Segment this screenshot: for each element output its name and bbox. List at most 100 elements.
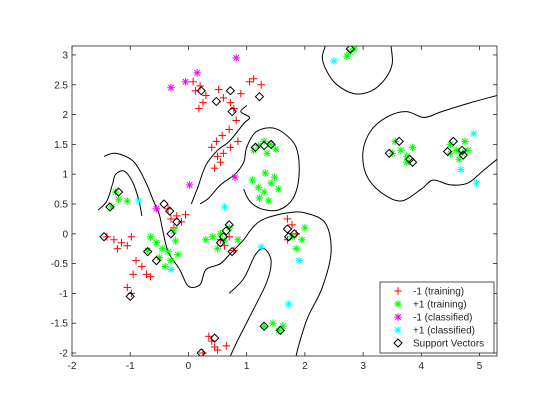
decision-boundary-group	[97, 46, 497, 356]
point-1-training-23	[164, 247, 172, 256]
point-1-training-32	[209, 232, 217, 241]
point-1-training-1	[249, 146, 258, 155]
point-1-training-24	[155, 253, 164, 262]
x-tick-label: 4	[419, 361, 425, 372]
point-1-training-38	[298, 235, 306, 244]
point-1-classified-2	[220, 203, 229, 211]
point-1-training-27	[167, 215, 175, 223]
point-1-training-1	[189, 77, 197, 86]
point-support-vectors-20	[221, 226, 231, 236]
legend-marker-1-classified	[394, 313, 402, 321]
point-support-vectors-31	[394, 136, 404, 147]
point-support-vectors-3	[159, 199, 169, 209]
point-1-training-7	[214, 85, 223, 94]
point-1-training-56	[455, 155, 463, 164]
point-1-training-4	[202, 91, 210, 100]
point-support-vectors-35	[448, 136, 459, 147]
legend-label-support-vectors: Support Vectors	[413, 339, 484, 350]
point-support-vectors-1	[113, 187, 124, 197]
point-support-vectors-9	[125, 291, 135, 302]
legend: -1 (training) +1 (training) -1 (classified…	[379, 281, 495, 354]
point-1-training-38	[132, 256, 140, 265]
y-tick-label: 1.5	[54, 140, 68, 151]
point-1-classified-9	[457, 165, 465, 174]
x-tick-label: 3	[360, 361, 366, 372]
point-support-vectors-34	[407, 157, 418, 167]
point-1-training-52	[446, 140, 455, 149]
axis-ticks-group: -2 -1 0 1 2 3 4 5 -2 -1.5 -1 -0.5 0 0.5 1 1.5 2 2.5 3	[51, 46, 497, 372]
point-support-vectors-10	[166, 229, 176, 239]
point-1-training-34	[220, 237, 229, 245]
legend-label-1-training: -1 (training)	[413, 287, 464, 298]
data-point-markers-group	[99, 46, 481, 356]
point-support-vectors-17	[250, 142, 261, 153]
point-1-training-47	[397, 146, 405, 155]
decision-boundary-5	[199, 127, 300, 212]
y-tick-label: -0.5	[51, 259, 69, 270]
point-1-training-39	[138, 262, 146, 271]
point-1-training-51	[388, 149, 397, 158]
point-1-training-24	[216, 158, 225, 167]
point-support-vectors-26	[283, 232, 294, 242]
point-1-training-50	[288, 221, 296, 229]
point-1-classified-8	[469, 129, 478, 138]
decision-boundary-6	[228, 247, 272, 356]
point-1-training-25	[167, 256, 175, 265]
point-1-training-61	[342, 52, 351, 60]
point-1-training-28	[174, 250, 182, 259]
point-1-training-14	[261, 169, 270, 177]
point-support-vectors-12	[211, 96, 222, 107]
point-support-vectors-2	[105, 202, 115, 212]
y-tick-label: 2	[62, 110, 68, 121]
point-support-vectors-27	[275, 325, 286, 336]
point-support-vectors-8	[99, 232, 109, 242]
point-support-vectors-4	[165, 206, 175, 216]
point-1-classified-2	[181, 77, 190, 86]
point-support-vectors-28	[259, 321, 269, 331]
decision-boundary-1	[321, 46, 393, 95]
point-1-training-39	[292, 244, 300, 253]
point-1-classified-10	[472, 179, 481, 187]
decision-boundary-7	[362, 95, 497, 202]
point-1-classified-4	[232, 54, 240, 62]
point-1-training-7	[248, 176, 257, 184]
point-1-training-36	[113, 244, 122, 253]
point-1-training-55	[461, 137, 469, 146]
point-1-training-18	[212, 137, 221, 146]
point-1-classified-3	[193, 69, 201, 77]
point-1-training-33	[110, 235, 118, 244]
y-tick-label: -2	[59, 349, 68, 360]
point-support-vectors-24	[282, 224, 293, 234]
point-1-training-40	[142, 270, 151, 279]
point-support-vectors-13	[225, 86, 236, 96]
point-support-vectors-5	[172, 217, 182, 227]
point-1-training-15	[270, 173, 279, 181]
point-1-training-37	[213, 244, 222, 253]
point-support-vectors-29	[209, 333, 220, 343]
point-1-training-23	[234, 137, 242, 146]
point-1-training-22	[158, 244, 167, 253]
point-support-vectors-25	[289, 229, 300, 239]
point-1-training-40	[301, 224, 309, 232]
point-1-training-50	[402, 158, 411, 167]
legend-marker-support-vectors	[393, 338, 403, 348]
point-1-training-25	[210, 164, 219, 173]
legend-marker-1-training	[394, 300, 402, 308]
legend-marker-1-classified	[394, 326, 402, 334]
point-1-training-57	[464, 146, 472, 155]
point-1-training-35	[123, 241, 132, 250]
point-1-classified-7	[284, 300, 293, 308]
point-1-training-12	[255, 194, 264, 202]
point-1-classified-1	[330, 57, 338, 65]
x-tick-label: 1	[244, 361, 250, 372]
point-1-training-18	[123, 197, 132, 205]
y-tick-label: 3	[62, 50, 68, 61]
point-1-training-11	[237, 89, 245, 98]
point-1-training-57	[205, 332, 213, 341]
point-1-training-17	[218, 131, 227, 140]
point-support-vectors-19	[218, 232, 229, 242]
point-support-vectors-11	[196, 86, 206, 96]
point-1-training-41	[146, 272, 155, 281]
